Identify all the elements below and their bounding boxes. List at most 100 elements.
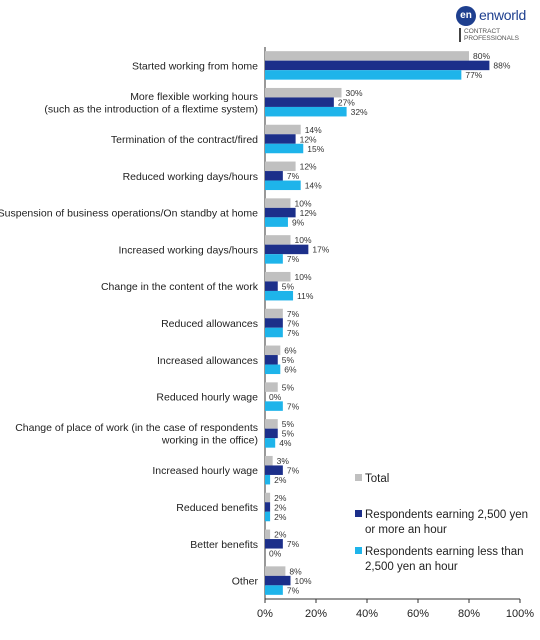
bar bbox=[265, 207, 296, 218]
x-tick-label: 40% bbox=[356, 608, 378, 620]
logo-subtitle-line2: PROFESSIONALS bbox=[464, 35, 519, 42]
data-label: 7% bbox=[287, 401, 300, 411]
x-tick-label: 60% bbox=[407, 608, 429, 620]
data-label: 5% bbox=[282, 355, 295, 365]
data-label: 5% bbox=[282, 419, 295, 429]
category-label: Change of place of work (in the case of … bbox=[15, 422, 258, 434]
data-label: 7% bbox=[287, 309, 300, 319]
bar bbox=[265, 327, 283, 338]
category-label: Change in the content of the work bbox=[101, 281, 259, 293]
bar bbox=[265, 382, 278, 392]
data-label: 30% bbox=[346, 88, 363, 98]
bar bbox=[265, 345, 281, 356]
category-label: More flexible working hours bbox=[130, 91, 258, 103]
bar bbox=[265, 244, 309, 255]
category-label: Increased hourly wage bbox=[152, 465, 258, 477]
data-label: 88% bbox=[493, 61, 510, 71]
data-label: 2% bbox=[274, 502, 287, 512]
x-tick-label: 20% bbox=[305, 608, 327, 620]
data-label: 10% bbox=[295, 576, 312, 586]
bar bbox=[265, 355, 278, 365]
data-label: 10% bbox=[295, 198, 312, 208]
data-label: 5% bbox=[282, 382, 295, 392]
category-label: Reduced working days/hours bbox=[123, 171, 258, 183]
bar bbox=[265, 539, 283, 549]
bar bbox=[265, 474, 271, 485]
data-label: 7% bbox=[287, 539, 300, 549]
data-label: 14% bbox=[305, 181, 322, 191]
data-label: 10% bbox=[295, 235, 312, 245]
bar bbox=[265, 318, 283, 328]
data-label: 2% bbox=[274, 475, 287, 485]
logo-mark: en bbox=[456, 6, 476, 26]
logo-brand: enworld bbox=[479, 7, 526, 23]
bar bbox=[265, 308, 283, 319]
data-label: 2% bbox=[274, 512, 287, 522]
category-label: Increased working days/hours bbox=[119, 244, 259, 256]
bar bbox=[265, 465, 283, 475]
data-label: 15% bbox=[307, 144, 324, 154]
bar bbox=[265, 438, 276, 448]
x-tick-label: 0% bbox=[257, 608, 273, 620]
data-label: 80% bbox=[473, 51, 490, 61]
bar bbox=[265, 401, 283, 411]
x-tick-label: 80% bbox=[458, 608, 480, 620]
category-label: Reduced allowances bbox=[161, 318, 258, 330]
data-label: 8% bbox=[289, 566, 302, 576]
bar bbox=[265, 106, 347, 117]
bar bbox=[265, 492, 271, 503]
data-label: 7% bbox=[287, 318, 300, 328]
bar bbox=[265, 134, 296, 144]
bar bbox=[265, 171, 283, 181]
logo-subtitle: CONTRACT PROFESSIONALS bbox=[464, 28, 519, 42]
enworld-logo: en enworld CONTRACT PROFESSIONALS bbox=[456, 6, 538, 42]
legend-label: Respondents earning less than bbox=[365, 546, 524, 558]
bar bbox=[265, 281, 278, 291]
bar bbox=[265, 529, 271, 540]
data-label: 7% bbox=[287, 328, 300, 338]
data-label: 11% bbox=[297, 291, 314, 301]
bar bbox=[265, 428, 278, 439]
bar bbox=[265, 271, 291, 282]
category-label: Other bbox=[232, 576, 259, 588]
bar bbox=[265, 60, 490, 71]
data-label: 0% bbox=[269, 392, 282, 402]
bar bbox=[265, 124, 301, 135]
bar bbox=[265, 217, 288, 227]
data-label: 0% bbox=[269, 549, 282, 559]
bar bbox=[265, 502, 271, 512]
data-label: 9% bbox=[292, 217, 305, 227]
bar bbox=[265, 87, 342, 98]
bar bbox=[265, 51, 469, 61]
bar bbox=[265, 585, 283, 595]
data-label: 4% bbox=[279, 438, 292, 448]
category-label: Reduced benefits bbox=[176, 502, 258, 514]
category-label: Termination of the contract/fired bbox=[111, 134, 258, 146]
legend-swatch bbox=[355, 474, 362, 481]
data-label: 7% bbox=[287, 171, 300, 181]
logo-divider bbox=[459, 28, 461, 42]
data-label: 12% bbox=[300, 208, 317, 218]
data-label: 7% bbox=[287, 254, 300, 264]
data-label: 6% bbox=[284, 346, 297, 356]
data-label: 2% bbox=[274, 493, 287, 503]
category-label: Increased allowances bbox=[157, 355, 258, 367]
bar bbox=[265, 511, 271, 522]
data-label: 7% bbox=[287, 585, 300, 595]
legend-label: or more an hour bbox=[365, 524, 447, 536]
data-label: 5% bbox=[282, 281, 295, 291]
logo-subtitle-line1: CONTRACT bbox=[464, 28, 501, 35]
bar bbox=[265, 143, 304, 154]
bar bbox=[265, 455, 273, 466]
bar bbox=[265, 254, 283, 264]
category-label: Started working from home bbox=[132, 60, 258, 72]
x-tick-label: 100% bbox=[506, 608, 534, 620]
bar bbox=[265, 364, 281, 375]
bar bbox=[265, 575, 291, 586]
data-label: 77% bbox=[465, 70, 482, 80]
legend-swatch bbox=[355, 510, 362, 517]
data-label: 2% bbox=[274, 530, 287, 540]
data-label: 32% bbox=[351, 107, 368, 117]
legend-swatch bbox=[355, 547, 362, 554]
bar bbox=[265, 180, 301, 191]
